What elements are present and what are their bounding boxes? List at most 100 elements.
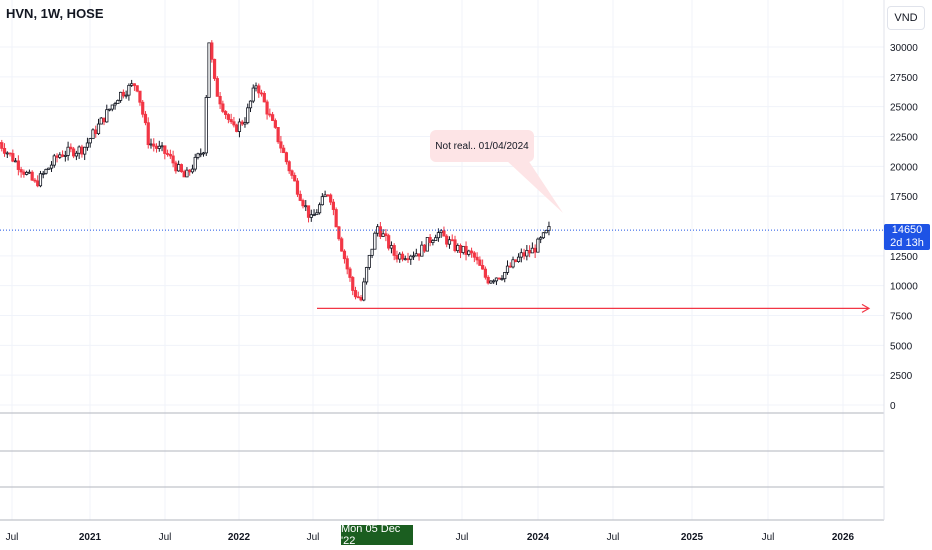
- candle-body: [138, 90, 142, 103]
- candle-body: [312, 214, 316, 217]
- candle-body: [66, 146, 70, 156]
- candle-body: [60, 154, 65, 157]
- candle-body: [160, 145, 164, 148]
- candle-body: [367, 254, 371, 268]
- candle-body: [83, 146, 87, 155]
- candle-body: [52, 155, 56, 166]
- candle-body: [154, 145, 159, 149]
- candle-body: [113, 103, 117, 106]
- candle-body: [49, 164, 54, 169]
- candle-body: [25, 171, 29, 175]
- candle-body: [467, 250, 471, 255]
- candle-body: [41, 172, 45, 175]
- candle-body: [22, 171, 26, 175]
- candle-body: [163, 145, 167, 154]
- candle-body: [445, 235, 449, 245]
- candle-body: [364, 267, 369, 283]
- candle-body: [119, 91, 123, 101]
- candle-body: [16, 160, 20, 170]
- last-price-badge: 14650 2d 13h: [884, 224, 930, 250]
- candle-body: [94, 129, 98, 135]
- candle-body: [218, 95, 222, 105]
- candle-body: [149, 143, 153, 146]
- candle-body: [284, 152, 289, 163]
- candle-body: [447, 239, 452, 245]
- candle-body: [334, 209, 338, 228]
- candle-body: [395, 255, 399, 260]
- candle-body: [422, 244, 427, 252]
- candle-body: [127, 84, 131, 96]
- candle-body: [80, 146, 84, 155]
- candle-body: [224, 111, 228, 115]
- candle-body: [351, 277, 355, 291]
- candle-body: [301, 200, 305, 207]
- candle-body: [268, 113, 272, 116]
- candle-body: [326, 194, 330, 197]
- candle-body: [11, 153, 15, 162]
- candle-body: [337, 226, 341, 240]
- chart-grid: [0, 0, 884, 520]
- candle-body: [478, 259, 482, 266]
- candle-body: [505, 265, 510, 273]
- candle-body: [298, 193, 302, 201]
- candle-body: [226, 114, 230, 120]
- x-tick-label: 2022: [228, 532, 251, 543]
- x-tick-label: Jul: [6, 532, 19, 543]
- y-tick-label: 7500: [890, 312, 913, 323]
- candle-body: [237, 121, 242, 132]
- candle-body: [461, 245, 465, 253]
- candle-body: [273, 120, 277, 128]
- candle-body: [456, 245, 460, 252]
- candle-body: [96, 123, 101, 135]
- candle-body: [251, 87, 255, 102]
- candle-body: [519, 252, 523, 258]
- candle-body: [30, 171, 34, 181]
- candle-body: [453, 239, 457, 252]
- candle-body: [508, 265, 512, 268]
- candles: [0, 40, 551, 302]
- candle-body: [392, 245, 396, 256]
- candle-body: [207, 42, 211, 98]
- x-tick-label: Jul: [307, 532, 320, 543]
- candle-body: [384, 233, 388, 236]
- candle-body: [262, 92, 266, 103]
- candle-body: [44, 168, 48, 174]
- candle-body: [38, 173, 43, 187]
- candle-body: [533, 247, 537, 253]
- x-tick-label: Jul: [607, 532, 620, 543]
- x-tick-label: Jul: [159, 532, 172, 543]
- candle-body: [174, 162, 178, 172]
- y-tick-label: 22500: [890, 133, 918, 144]
- candle-body: [88, 138, 92, 144]
- candle-body: [201, 152, 206, 155]
- candle-body: [522, 252, 526, 257]
- candle-body: [282, 147, 286, 154]
- y-tick-label: 20000: [890, 162, 918, 173]
- candle-body: [417, 253, 421, 257]
- chart-axes: 3000027500250002250020000175001250010000…: [6, 43, 919, 543]
- y-tick-label: 30000: [890, 43, 918, 54]
- candle-body: [544, 230, 548, 234]
- candle-body: [436, 232, 441, 239]
- x-tick-label: Jul: [762, 532, 775, 543]
- candle-body: [124, 94, 128, 97]
- candle-body: [182, 171, 186, 178]
- candle-body: [320, 196, 324, 206]
- candle-body: [475, 256, 479, 261]
- candle-body: [5, 152, 9, 155]
- annotation-callout[interactable]: Not real.. 01/04/2024: [430, 130, 534, 162]
- candle-body: [240, 121, 244, 125]
- candle-body: [165, 153, 170, 155]
- candle-body: [63, 154, 67, 157]
- support-arrow-icon: [861, 303, 871, 313]
- candle-body: [516, 256, 521, 262]
- currency-button[interactable]: VND: [887, 6, 925, 30]
- candle-body: [259, 92, 264, 95]
- candle-body: [105, 109, 109, 123]
- candle-body: [190, 168, 195, 173]
- candle-body: [348, 268, 352, 278]
- candle-body: [185, 169, 189, 178]
- candle-body: [472, 252, 476, 258]
- candle-body: [362, 281, 366, 301]
